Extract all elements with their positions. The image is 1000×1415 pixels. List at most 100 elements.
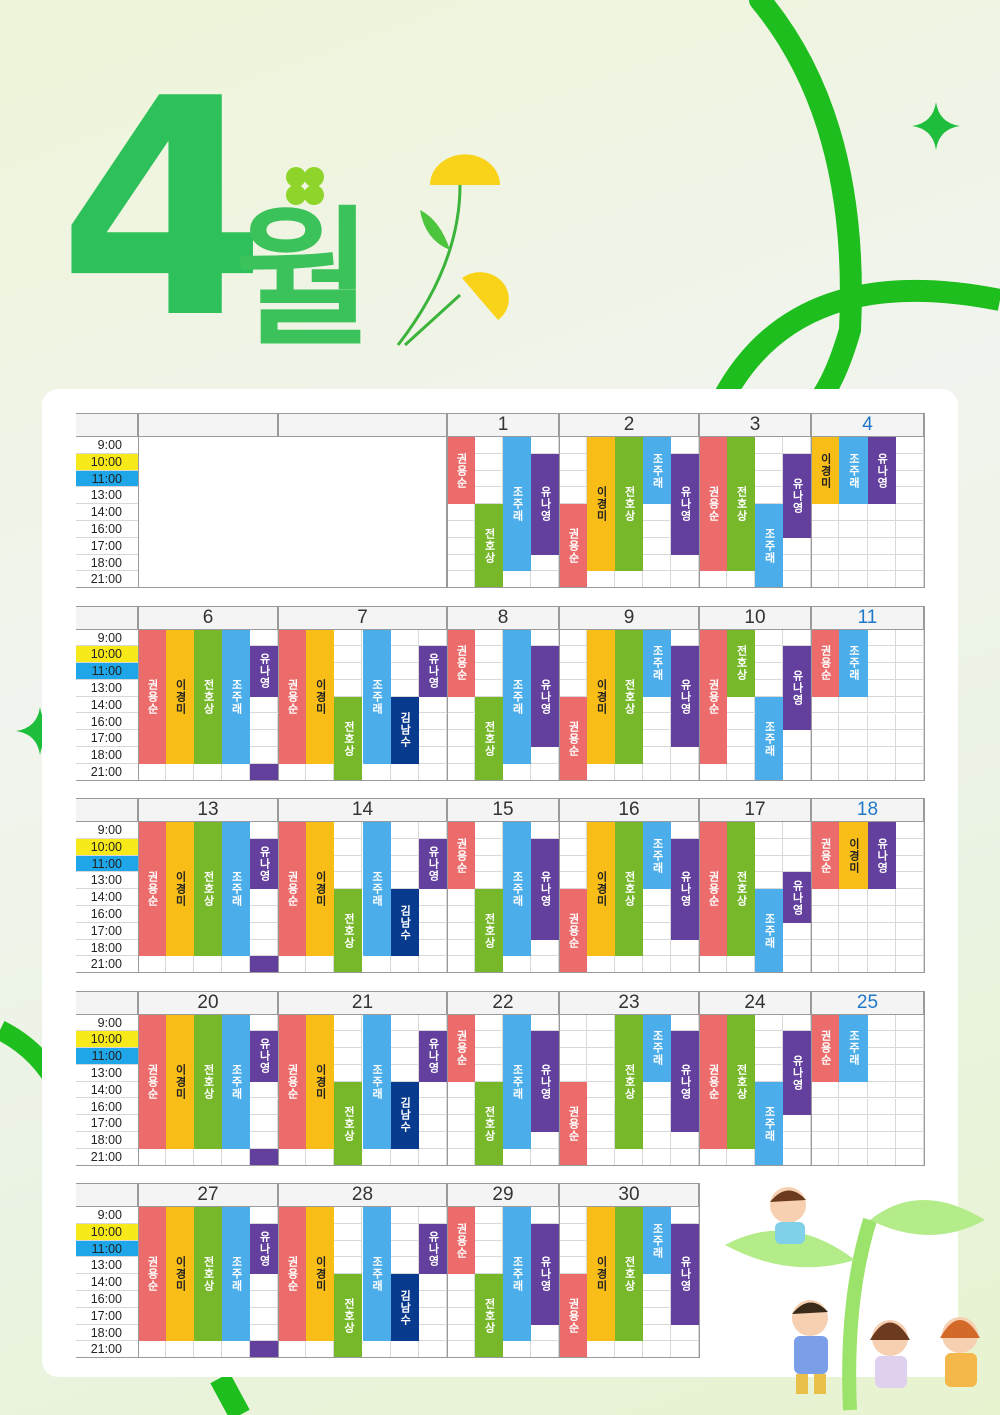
schedule-cell[interactable] — [475, 1031, 503, 1049]
schedule-cell[interactable] — [306, 1148, 335, 1166]
schedule-cell[interactable] — [839, 889, 868, 906]
schedule-cell[interactable] — [587, 1115, 615, 1133]
schedule-cell[interactable] — [643, 1307, 671, 1325]
schedule-cell[interactable] — [362, 956, 391, 974]
schedule-cell[interactable] — [559, 1240, 587, 1258]
schedule-cell[interactable] — [895, 1048, 924, 1065]
schedule-cell[interactable] — [867, 646, 896, 664]
schedule-cell[interactable] — [447, 1115, 475, 1133]
schedule-cell[interactable] — [643, 713, 671, 731]
shift-block[interactable]: 전호상 — [194, 822, 222, 957]
schedule-cell[interactable] — [755, 646, 783, 664]
schedule-cell[interactable] — [671, 1132, 699, 1149]
schedule-cell[interactable] — [447, 1274, 475, 1291]
schedule-cell[interactable] — [811, 1115, 840, 1133]
schedule-cell[interactable] — [615, 571, 643, 589]
shift-block[interactable]: 이경미 — [306, 1014, 335, 1149]
schedule-cell[interactable] — [390, 855, 419, 873]
schedule-cell[interactable] — [839, 922, 868, 940]
shift-block[interactable]: 권용순 — [811, 1014, 840, 1082]
schedule-cell[interactable] — [783, 855, 811, 873]
schedule-cell[interactable] — [643, 1274, 671, 1291]
schedule-cell[interactable] — [503, 571, 531, 589]
schedule-cell[interactable] — [839, 696, 868, 714]
schedule-cell[interactable] — [783, 822, 811, 839]
schedule-cell[interactable] — [867, 571, 896, 589]
schedule-cell[interactable] — [194, 763, 222, 781]
schedule-cell[interactable] — [390, 1341, 419, 1359]
schedule-cell[interactable] — [867, 696, 896, 714]
schedule-cell[interactable] — [895, 437, 924, 454]
schedule-cell[interactable] — [811, 1081, 840, 1099]
schedule-cell[interactable] — [811, 906, 840, 923]
shift-block[interactable]: 권용순 — [447, 1207, 475, 1275]
schedule-cell[interactable] — [839, 747, 868, 764]
schedule-cell[interactable] — [194, 1341, 222, 1359]
schedule-cell[interactable] — [447, 571, 475, 589]
shift-block[interactable]: 조주래 — [643, 822, 671, 890]
shift-block[interactable]: 전호상 — [727, 437, 755, 572]
schedule-cell[interactable] — [643, 521, 671, 538]
shift-block[interactable]: 권용순 — [278, 1207, 307, 1342]
schedule-cell[interactable] — [643, 1291, 671, 1308]
shift-block[interactable]: 유나영 — [671, 453, 699, 555]
shift-block[interactable]: 이경미 — [166, 1014, 194, 1149]
schedule-cell[interactable] — [418, 629, 447, 647]
schedule-cell[interactable] — [643, 1098, 671, 1116]
schedule-cell[interactable] — [334, 1223, 363, 1241]
shift-block[interactable]: 유나영 — [783, 646, 811, 731]
schedule-cell[interactable] — [643, 554, 671, 572]
schedule-cell[interactable] — [531, 939, 559, 957]
schedule-cell[interactable] — [895, 696, 924, 714]
shift-block[interactable]: 권용순 — [559, 696, 587, 781]
shift-block[interactable]: 이경미 — [306, 822, 335, 957]
shift-block[interactable]: 권용순 — [138, 629, 166, 764]
shift-block[interactable]: 조주래 — [839, 1014, 868, 1082]
schedule-cell[interactable] — [250, 1014, 278, 1032]
schedule-cell[interactable] — [250, 696, 278, 714]
schedule-cell[interactable] — [334, 1207, 363, 1224]
schedule-cell[interactable] — [895, 629, 924, 647]
schedule-cell[interactable] — [447, 763, 475, 781]
schedule-cell[interactable] — [867, 521, 896, 538]
schedule-cell[interactable] — [867, 1031, 896, 1049]
schedule-cell[interactable] — [306, 763, 335, 781]
schedule-cell[interactable] — [166, 1341, 194, 1359]
schedule-cell[interactable] — [867, 763, 896, 781]
schedule-cell[interactable] — [895, 906, 924, 923]
schedule-cell[interactable] — [755, 487, 783, 505]
schedule-cell[interactable] — [250, 939, 278, 957]
schedule-cell[interactable] — [447, 537, 475, 555]
schedule-cell[interactable] — [418, 1115, 447, 1133]
schedule-cell[interactable] — [811, 730, 840, 748]
schedule-cell[interactable] — [867, 922, 896, 940]
schedule-cell[interactable] — [418, 1274, 447, 1291]
schedule-cell[interactable] — [587, 1064, 615, 1082]
schedule-cell[interactable] — [867, 747, 896, 764]
schedule-cell[interactable] — [390, 822, 419, 839]
schedule-cell[interactable] — [783, 939, 811, 957]
shift-block[interactable]: 권용순 — [138, 1207, 166, 1342]
schedule-cell[interactable] — [390, 872, 419, 890]
schedule-cell[interactable] — [867, 1148, 896, 1166]
schedule-cell[interactable] — [671, 822, 699, 839]
schedule-cell[interactable] — [811, 939, 840, 957]
schedule-cell[interactable] — [671, 1148, 699, 1166]
schedule-cell[interactable] — [727, 730, 755, 748]
schedule-cell[interactable] — [615, 763, 643, 781]
schedule-cell[interactable] — [811, 504, 840, 521]
schedule-cell[interactable] — [839, 571, 868, 589]
schedule-cell[interactable] — [334, 1240, 363, 1258]
schedule-cell[interactable] — [587, 1031, 615, 1049]
schedule-cell[interactable] — [671, 554, 699, 572]
schedule-cell[interactable] — [559, 1048, 587, 1065]
schedule-cell[interactable] — [755, 1048, 783, 1065]
shift-block[interactable]: 조주래 — [222, 1014, 250, 1149]
schedule-cell[interactable] — [250, 906, 278, 923]
schedule-cell[interactable] — [895, 822, 924, 839]
shift-block[interactable]: 권용순 — [447, 437, 475, 505]
schedule-cell[interactable] — [895, 922, 924, 940]
shift-block[interactable]: 조주래 — [222, 629, 250, 764]
schedule-cell[interactable] — [250, 1274, 278, 1291]
schedule-cell[interactable] — [587, 763, 615, 781]
